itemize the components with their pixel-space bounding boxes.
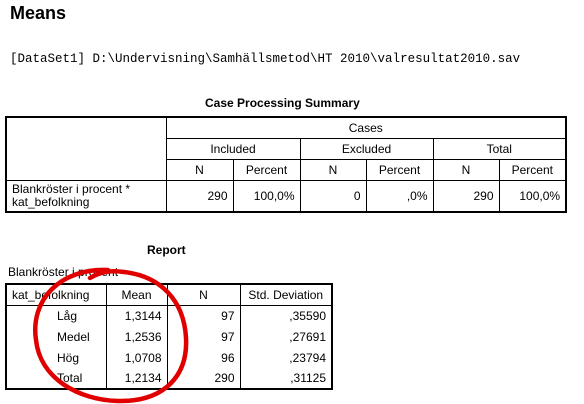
cases-header: Cases <box>165 116 568 139</box>
excluded-n-header: N <box>299 158 367 181</box>
n-value: 97 <box>166 326 241 347</box>
corner-cell <box>5 116 167 181</box>
mean-value: 1,2536 <box>105 326 168 347</box>
output-heading: Means <box>10 3 67 23</box>
n-value: 290 <box>166 368 241 390</box>
excluded-percent-value: ,0% <box>365 179 434 213</box>
dataset-path: [DataSet1] D:\Undervisning\Samhällsmetod… <box>10 52 521 66</box>
excluded-n-value: 0 <box>299 179 367 213</box>
included-percent-value: 100,0% <box>232 179 301 213</box>
excluded-header: Excluded <box>299 137 434 160</box>
sd-value: ,23794 <box>239 347 333 368</box>
included-n-header: N <box>165 158 234 181</box>
sd-value: ,27691 <box>239 326 333 347</box>
report-title: Report <box>147 243 186 257</box>
sd-value: ,35590 <box>239 304 333 326</box>
mean-value: 1,0708 <box>105 347 168 368</box>
total-n-value: 290 <box>432 179 500 213</box>
total-header: Total <box>432 137 568 160</box>
included-percent-header: Percent <box>232 158 301 181</box>
included-header: Included <box>165 137 301 160</box>
mean-value: 1,3144 <box>105 304 168 326</box>
kat-befolkning-header: kat_befolkning <box>5 283 107 306</box>
sd-value: ,31125 <box>239 368 333 390</box>
report-table: kat_befolkning Mean N Std. Deviation Låg… <box>5 283 333 390</box>
n-value: 97 <box>166 304 241 326</box>
n-header: N <box>166 283 241 306</box>
group-label: Hög <box>5 347 107 368</box>
n-value: 96 <box>166 347 241 368</box>
std-deviation-header: Std. Deviation <box>239 283 333 306</box>
case-summary-table: Cases Included Excluded Total N Percent … <box>5 116 568 213</box>
excluded-percent-header: Percent <box>365 158 434 181</box>
total-percent-header: Percent <box>498 158 568 181</box>
total-percent-value: 100,0% <box>498 179 568 213</box>
mean-value: 1,2134 <box>105 368 168 390</box>
report-subtitle: Blankröster i procent <box>8 265 119 279</box>
total-n-header: N <box>432 158 500 181</box>
row-variable-label: Blankröster i procent * kat_befolkning <box>5 179 167 213</box>
included-n-value: 290 <box>165 179 234 213</box>
mean-header: Mean <box>105 283 168 306</box>
case-summary-title: Case Processing Summary <box>205 96 360 110</box>
group-label: Medel <box>5 326 107 347</box>
group-label: Låg <box>5 304 107 326</box>
total-label: Total <box>5 368 107 390</box>
